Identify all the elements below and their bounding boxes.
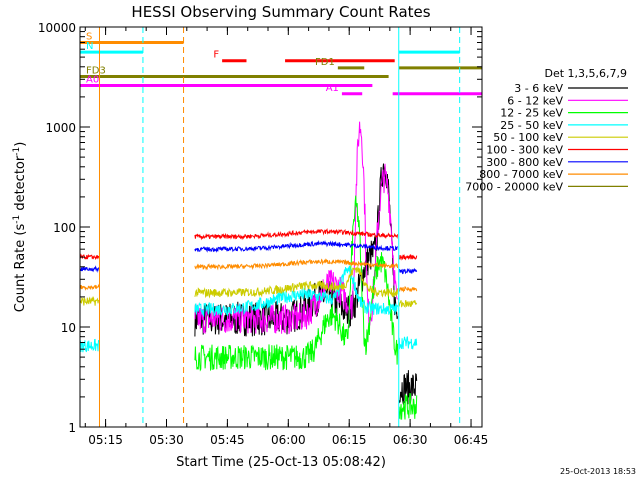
x-tick-label: 06:15 xyxy=(332,433,367,447)
legend-label: 25 - 50 keV xyxy=(500,119,563,132)
series-line-4-0 xyxy=(79,295,100,306)
legend-label: 100 - 300 keV xyxy=(486,144,563,157)
series-line-0-1 xyxy=(398,370,418,405)
flag-label: N xyxy=(86,41,93,52)
y-axis: 1 10 100 1000 10000 xyxy=(38,21,482,435)
series-line-1-0 xyxy=(194,121,398,334)
x-tick-label: 05:15 xyxy=(88,433,123,447)
series-line-2-1 xyxy=(398,392,418,420)
legend-label: 3 - 6 keV xyxy=(514,82,563,95)
flag-label: A0 xyxy=(86,75,99,86)
legend-title: Det 1,3,5,6,7,9 xyxy=(544,67,627,80)
x-tick-label: 05:45 xyxy=(210,433,245,447)
series-line-6-2 xyxy=(399,267,418,275)
x-tick-label: 06:00 xyxy=(271,433,306,447)
y-axis-label: Count Rate (s-1 detector-1) xyxy=(12,142,28,313)
series-line-7-0 xyxy=(79,283,100,291)
y-tick-label: 1000 xyxy=(45,121,76,135)
legend-label: 6 - 12 keV xyxy=(507,94,563,107)
series-line-5-1 xyxy=(194,228,399,241)
legend-label: 300 - 800 keV xyxy=(486,156,563,169)
y-tick-label: 10 xyxy=(61,321,76,335)
series-line-6-1 xyxy=(194,239,399,253)
y-tick-label: 10000 xyxy=(38,21,76,35)
attenuator-lines xyxy=(98,27,461,427)
chart-title: HESSI Observing Summary Count Rates xyxy=(131,3,430,21)
plot-area xyxy=(79,121,418,420)
flag-label: FD1 xyxy=(315,57,335,68)
legend-label: 800 - 7000 keV xyxy=(479,168,563,181)
series-line-4-1 xyxy=(194,265,399,299)
flag-label: A1 xyxy=(326,83,339,94)
series-line-2-0 xyxy=(194,195,399,372)
series-line-3-1 xyxy=(194,265,399,318)
flag-label: FD3 xyxy=(86,65,106,76)
y-tick-label: 1 xyxy=(68,421,76,435)
legend-label: 7000 - 20000 keV xyxy=(465,180,563,193)
series-line-7-2 xyxy=(398,286,418,293)
x-axis-label: Start Time (25-Oct-13 05:08:42) xyxy=(176,455,386,470)
series-line-5-2 xyxy=(398,254,418,261)
series-line-3-2 xyxy=(398,336,418,351)
legend-label: 50 - 100 keV xyxy=(493,131,563,144)
x-tick-label: 06:45 xyxy=(454,433,489,447)
x-tick-label: 05:30 xyxy=(149,433,184,447)
flag-label: S xyxy=(86,31,92,42)
series-line-4-2 xyxy=(398,300,418,308)
x-axis: 05:15 05:30 05:45 06:00 06:15 06:30 06:45 xyxy=(84,27,489,447)
series-line-5-0 xyxy=(79,253,100,261)
legend-label: 12 - 25 keV xyxy=(500,107,563,120)
series-line-6-0 xyxy=(79,265,100,273)
flag-label: F xyxy=(213,50,219,61)
timestamp: 25-Oct-2013 18:53 xyxy=(560,467,636,476)
y-tick-label: 100 xyxy=(53,221,76,235)
x-tick-label: 06:30 xyxy=(393,433,428,447)
series-line-7-1 xyxy=(194,258,399,271)
series-line-3-0 xyxy=(79,338,100,353)
